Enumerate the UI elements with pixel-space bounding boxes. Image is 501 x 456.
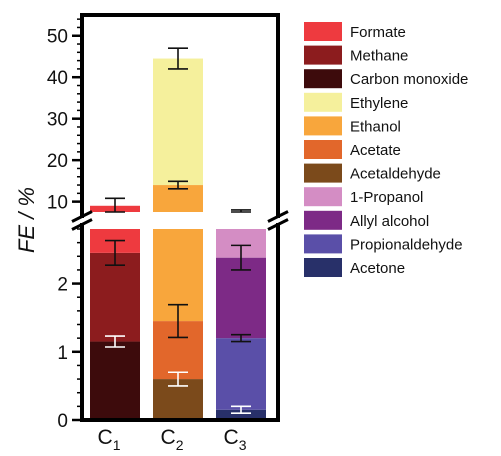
legend-swatch-acetate bbox=[304, 140, 342, 159]
legend-label-formate: Formate bbox=[350, 24, 406, 41]
bar-c1-methane bbox=[90, 252, 140, 342]
legend-swatch-acetone bbox=[304, 258, 342, 277]
legend-swatch-allyl-alcohol bbox=[304, 210, 342, 230]
legend-swatch-methane bbox=[304, 45, 342, 65]
y-tick-label: 2 bbox=[57, 275, 68, 296]
x-tick-label-base: C bbox=[98, 426, 113, 449]
bar-c1-carbon-monoxide bbox=[90, 341, 140, 420]
legend-swatch-ethylene bbox=[304, 92, 342, 112]
bar-c3-acetone bbox=[216, 409, 266, 420]
axis-break-mark-0-1 bbox=[71, 218, 93, 231]
legend-swatch-propionaldehyde bbox=[304, 234, 342, 254]
x-tick-label-base: C bbox=[224, 426, 239, 449]
bar-c3-propionaldehyde bbox=[216, 338, 266, 410]
x-tick-label-subscript: 2 bbox=[176, 437, 184, 451]
legend-label-ethylene: Ethylene bbox=[350, 95, 408, 112]
y-axis-title: FE / % bbox=[14, 187, 39, 253]
legend-label-1-propanol: 1-Propanol bbox=[350, 189, 423, 206]
legend-swatch-formate bbox=[304, 22, 342, 41]
y-tick-label: 10 bbox=[47, 193, 68, 214]
legend-label-carbon-monoxide: Carbon monoxide bbox=[350, 71, 468, 88]
y-tick-label: 50 bbox=[47, 27, 68, 48]
x-tick-label: C1 bbox=[98, 426, 121, 451]
axis-break-mark-0-0 bbox=[71, 210, 93, 223]
legend-label-acetaldehyde: Acetaldehyde bbox=[350, 166, 441, 183]
y-tick-label: 30 bbox=[47, 110, 68, 131]
axis-break-mark-1-1 bbox=[267, 218, 289, 231]
x-tick-label-subscript: 3 bbox=[239, 437, 247, 451]
x-tick-label-subscript: 1 bbox=[113, 437, 121, 451]
x-tick-label: C2 bbox=[161, 426, 184, 451]
bar-c2-ethylene-upper bbox=[153, 58, 203, 186]
y-tick-label: 40 bbox=[47, 68, 68, 89]
legend-swatch-ethanol bbox=[304, 116, 342, 136]
legend-swatch-1-propanol bbox=[304, 187, 342, 207]
legend-label-acetone: Acetone bbox=[350, 260, 405, 277]
y-tick-label: 1 bbox=[57, 343, 68, 364]
legend-label-propionaldehyde: Propionaldehyde bbox=[350, 236, 463, 253]
axis-break-mark-1-0 bbox=[267, 210, 289, 223]
legend-label-methane: Methane bbox=[350, 48, 408, 65]
y-tick-label: 20 bbox=[47, 151, 68, 172]
legend-label-allyl-alcohol: Allyl alcohol bbox=[350, 213, 429, 230]
legend-swatch-acetaldehyde bbox=[304, 163, 342, 183]
x-tick-label: C3 bbox=[224, 426, 247, 451]
legend-label-ethanol: Ethanol bbox=[350, 118, 401, 135]
legend-label-acetate: Acetate bbox=[350, 142, 401, 159]
legend-swatch-carbon-monoxide bbox=[304, 69, 342, 89]
x-tick-label-base: C bbox=[161, 426, 176, 449]
y-tick-label: 0 bbox=[57, 411, 68, 432]
bar-c3-allyl-alcohol bbox=[216, 257, 266, 339]
